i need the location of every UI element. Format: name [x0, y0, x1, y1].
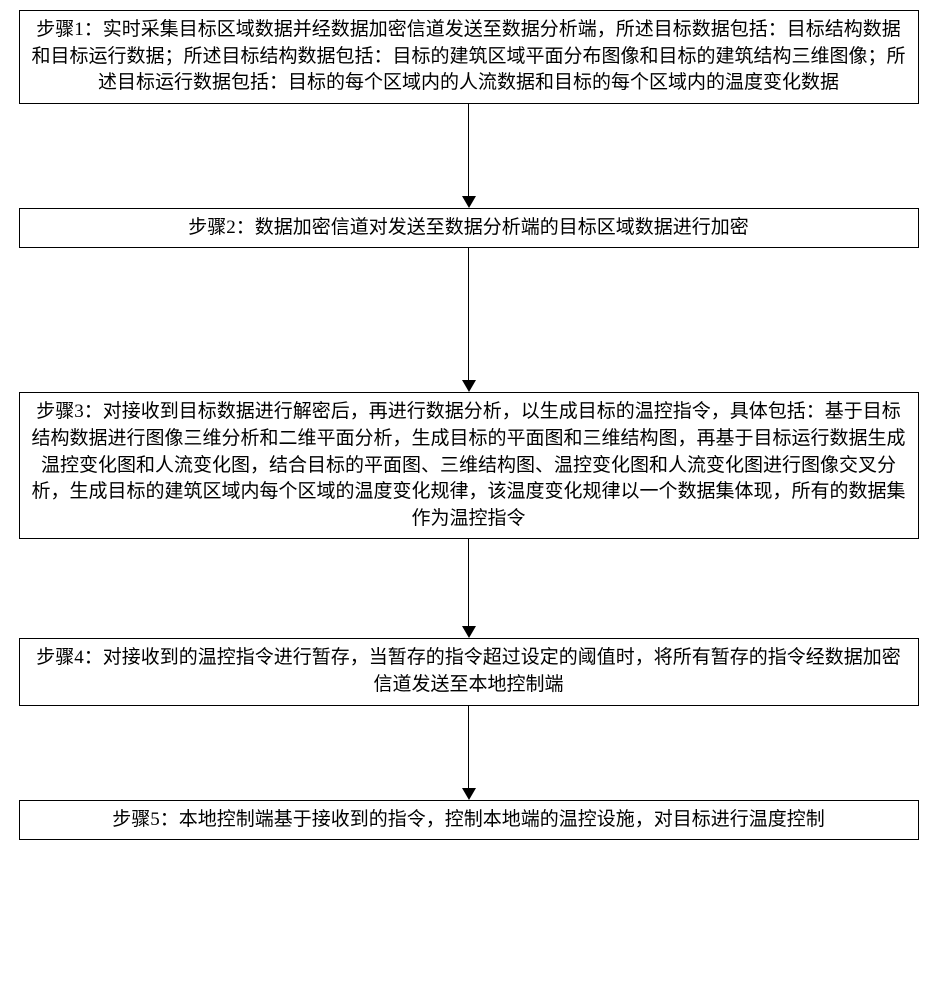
- arrow-head-icon: [462, 788, 476, 800]
- step-text: 步骤1：实时采集目标区域数据并经数据加密信道发送至数据分析端，所述目标数据包括：…: [32, 19, 906, 93]
- flow-step-2: 步骤2：数据加密信道对发送至数据分析端的目标区域数据进行加密: [19, 208, 919, 249]
- arrow-line: [468, 248, 470, 381]
- arrow-line: [468, 539, 470, 627]
- flow-step-5: 步骤5：本地控制端基于接收到的指令，控制本地端的温控设施，对目标进行温度控制: [19, 800, 919, 841]
- arrow-head-icon: [462, 196, 476, 208]
- flow-step-4: 步骤4：对接收到的温控指令进行暂存，当暂存的指令超过设定的阈值时，将所有暂存的指…: [19, 638, 919, 705]
- arrow-4-5: [462, 706, 476, 800]
- arrow-head-icon: [462, 626, 476, 638]
- step-text: 步骤2：数据加密信道对发送至数据分析端的目标区域数据进行加密: [188, 217, 749, 238]
- flow-step-3: 步骤3：对接收到目标数据进行解密后，再进行数据分析，以生成目标的温控指令，具体包…: [19, 392, 919, 539]
- arrow-2-3: [462, 248, 476, 392]
- arrow-1-2: [462, 104, 476, 208]
- step-text: 步骤4：对接收到的温控指令进行暂存，当暂存的指令超过设定的阈值时，将所有暂存的指…: [36, 647, 901, 695]
- arrow-head-icon: [462, 380, 476, 392]
- step-text: 步骤3：对接收到目标数据进行解密后，再进行数据分析，以生成目标的温控指令，具体包…: [32, 401, 906, 528]
- step-text: 步骤5：本地控制端基于接收到的指令，控制本地端的温控设施，对目标进行温度控制: [112, 809, 825, 830]
- arrow-line: [468, 706, 470, 789]
- arrow-line: [468, 104, 470, 197]
- arrow-3-4: [462, 539, 476, 638]
- flow-step-1: 步骤1：实时采集目标区域数据并经数据加密信道发送至数据分析端，所述目标数据包括：…: [19, 10, 919, 104]
